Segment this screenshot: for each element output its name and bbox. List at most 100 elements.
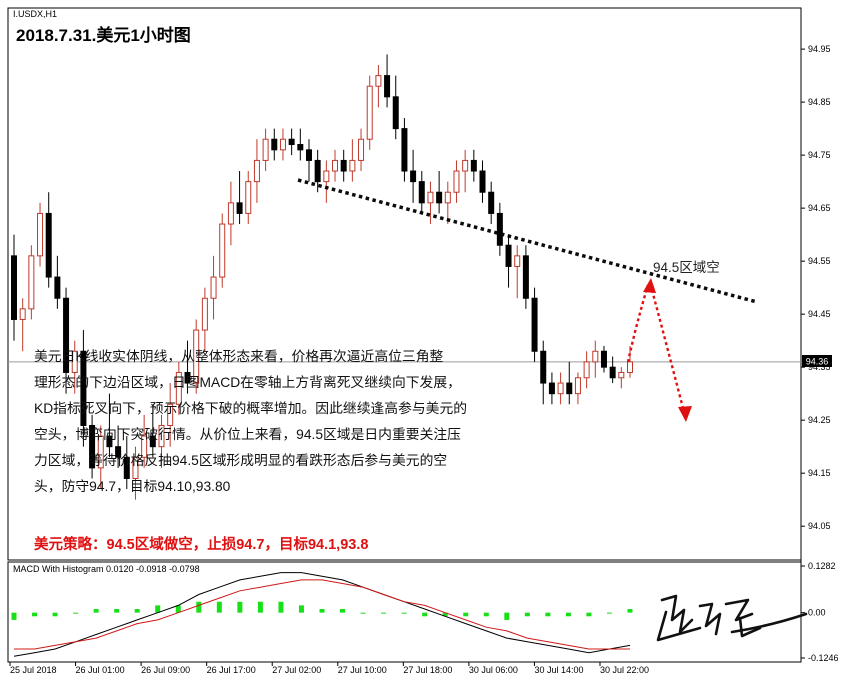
candle-body — [358, 138, 365, 161]
drop-arrow — [650, 289, 686, 413]
price-tick-label: 94.05 — [808, 521, 831, 531]
candle-body — [167, 403, 174, 426]
price-tick-label: 94.65 — [808, 203, 831, 213]
macd-histogram-bar — [463, 612, 469, 617]
macd-histogram-bar — [627, 609, 633, 613]
macd-histogram-bar — [586, 612, 592, 617]
candle-body — [592, 350, 599, 363]
candle-body — [288, 138, 295, 146]
time-tick-label: 26 Jul 17:00 — [207, 665, 256, 675]
candle-body — [366, 85, 373, 140]
macd-histogram-bar — [32, 612, 38, 617]
macd-tick-label: 0.00 — [808, 608, 826, 618]
macd-histogram-bar — [11, 612, 17, 620]
analysis-line: 头，防守94.7，目标94.10,93.80 — [34, 479, 231, 494]
candle-body — [332, 159, 339, 172]
macd-histogram-bar — [442, 612, 448, 617]
candle-body — [201, 297, 208, 331]
target-zone-label: 94.5区域空 — [653, 260, 720, 275]
candle-body — [340, 159, 347, 172]
candle-body — [297, 144, 304, 151]
candle-body — [436, 191, 443, 204]
candle-body — [349, 159, 356, 172]
macd-histogram-bar — [504, 612, 510, 620]
candle-body — [106, 435, 113, 448]
price-tick-label: 94.75 — [808, 150, 831, 160]
macd-histogram-bar — [606, 612, 612, 614]
candle-body — [123, 456, 130, 479]
macd-histogram-bar — [524, 612, 530, 617]
candle-body — [514, 255, 521, 267]
macd-histogram-bar — [483, 612, 489, 617]
time-tick-label: 30 Jul 06:00 — [469, 665, 518, 675]
candle-body — [522, 255, 529, 299]
candle-body — [314, 159, 321, 183]
candle-body — [548, 382, 555, 395]
candle-body — [496, 212, 503, 246]
candle-body — [115, 446, 122, 458]
candle-body — [305, 149, 312, 161]
candle-body — [470, 159, 477, 172]
candle-body — [227, 202, 234, 225]
candle-body — [479, 170, 486, 193]
candle-body — [80, 350, 87, 426]
macd-histogram-bar — [381, 612, 387, 614]
price-tick-label: 94.35 — [808, 362, 831, 372]
time-tick-label: 26 Jul 09:00 — [141, 665, 190, 675]
strategy-text: 美元策略：94.5区域做空，止损94.7，目标94.1,93.8 — [34, 537, 369, 553]
price-tick-label: 94.55 — [808, 256, 831, 266]
candle-body — [401, 128, 408, 172]
candle-body — [28, 255, 35, 310]
macd-histogram-bar — [196, 601, 202, 613]
macd-histogram-bar — [93, 609, 99, 613]
candle-body — [418, 181, 425, 204]
candle-body — [531, 297, 538, 352]
analysis-line: 空头，博弈向下突破行情。从价位上来看，94.5区域是日内重要关注压 — [34, 427, 461, 442]
candle-body — [271, 138, 278, 151]
macd-histogram-bar — [340, 609, 346, 613]
candle-body — [158, 424, 165, 448]
time-tick-label: 30 Jul 14:00 — [534, 665, 583, 675]
candlestick-series — [11, 54, 633, 500]
resistance-trend-line — [297, 178, 758, 304]
candle-body — [210, 276, 217, 299]
macd-tick-label: -0.1246 — [808, 653, 839, 663]
candle-body — [37, 212, 44, 257]
rebound-arrow — [626, 284, 650, 363]
candle-body — [132, 456, 139, 479]
candle-body — [410, 170, 417, 183]
macd-histogram-bar — [545, 612, 551, 617]
macd-line — [13, 572, 631, 657]
candle-body — [444, 191, 451, 204]
time-axis-ticks: 25 Jul 2018 26 Jul 01:00 26 Jul 09:00 26 Ju… — [9, 662, 649, 675]
candle-body — [375, 75, 382, 87]
candle-body — [71, 350, 78, 373]
current-price-box — [802, 355, 832, 367]
analysis-line: 力区域，等待价格反抽94.5区域形成明显的看跌形态后参与美元的空 — [34, 453, 448, 468]
drop-arrowhead — [678, 406, 692, 422]
candle-body — [279, 138, 286, 151]
candle-body — [583, 361, 590, 379]
candle-body — [618, 371, 625, 379]
candle-body — [540, 350, 547, 384]
candle-body — [219, 223, 226, 278]
candle-body — [262, 138, 269, 161]
price-tick-label: 94.15 — [808, 468, 831, 478]
time-tick-label: 27 Jul 18:00 — [403, 665, 452, 675]
candle-body — [392, 96, 399, 130]
candle-body — [557, 382, 564, 395]
current-price-value: 94.36 — [806, 357, 829, 367]
candle-body — [97, 435, 104, 469]
candle-body — [574, 377, 581, 395]
time-tick-label: 25 Jul 2018 — [10, 665, 57, 675]
symbol-label: I.USDX,H1 — [13, 9, 58, 19]
candle-body — [141, 435, 148, 458]
chart-title: 2018.7.31.美元1小时图 — [16, 26, 191, 45]
candle-body — [609, 366, 616, 379]
analysis-line: KD指标死叉向下，预示价格下破的概率增加。因此继续逢高参与美元的 — [34, 401, 468, 416]
candle-body — [149, 435, 156, 448]
macd-histogram-bar — [278, 601, 284, 613]
macd-histogram-bar — [298, 605, 304, 613]
